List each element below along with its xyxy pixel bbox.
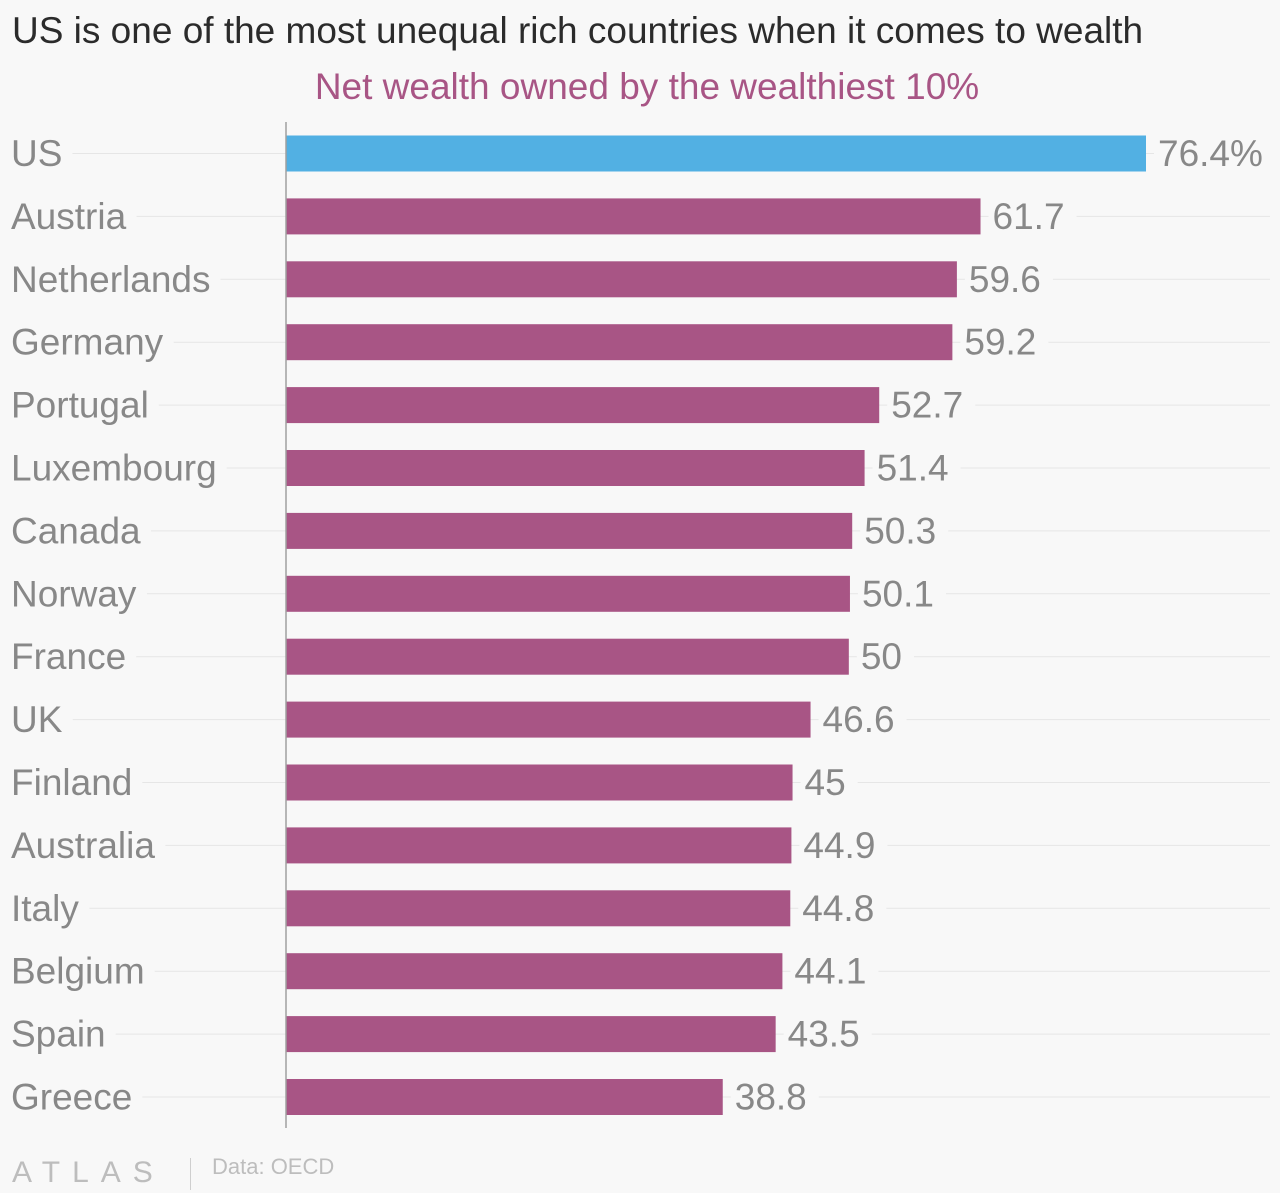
category-label: Luxembourg [11,448,217,489]
category-label: Portugal [11,385,149,426]
category-label: Belgium [11,951,145,992]
value-label: 59.6 [969,259,1041,300]
category-label: Netherlands [11,259,211,300]
value-label-backdrop [960,338,1049,347]
category-label-backdrop [9,904,90,913]
category-label-backdrop [9,401,159,410]
category-label-backdrop [9,589,147,598]
bar-canada [286,512,853,549]
value-label: 50 [861,636,902,677]
category-label: Greece [11,1077,132,1118]
category-label-backdrop [9,149,73,158]
category-label-backdrop [9,526,152,535]
bar-uk [286,701,811,738]
value-label-backdrop [730,1093,819,1101]
value-label: 50.3 [864,510,936,551]
bar-germany [286,324,953,361]
value-label: 50.1 [862,573,934,614]
bar-spain [286,1016,776,1053]
bar-france [286,638,849,675]
category-label-backdrop [9,1030,116,1039]
value-label-backdrop [799,841,888,850]
category-label-backdrop [9,715,73,724]
category-label: Austria [11,196,127,237]
category-label: US [11,133,62,174]
chart-subtitle: Net wealth owned by the wealthiest 10% [314,66,980,107]
value-label: 61.7 [993,196,1065,237]
value-label-backdrop [790,967,879,976]
bar-belgium [286,953,783,990]
category-label: Spain [11,1014,106,1055]
value-label: 38.8 [735,1077,807,1118]
category-label-backdrop [9,967,155,976]
value-label: 44.9 [803,825,875,866]
bar-norway [286,575,850,612]
value-label-backdrop [800,778,858,787]
bar-portugal [286,387,880,424]
value-label-backdrop [856,652,914,661]
bar-australia [286,827,792,864]
bar-us [286,135,1146,172]
value-label-backdrop [988,212,1077,221]
bar-luxembourg [286,450,865,486]
bar-finland [286,764,793,801]
bar-greece [286,1079,723,1115]
value-label-backdrop [887,401,976,410]
bars [286,135,1146,1115]
bar-austria [286,198,981,235]
category-label: France [11,636,126,677]
category-label-backdrop [9,841,166,850]
value-label: 44.8 [802,888,874,929]
category-label: Germany [11,322,164,363]
category-label: Finland [11,762,132,803]
category-label-backdrop [9,275,221,284]
atlas-logo: ATLAS [12,1156,165,1189]
value-label: 43.5 [788,1014,860,1055]
value-label: 45 [805,762,846,803]
value-label-backdrop [964,275,1053,284]
category-label-backdrop [9,212,137,221]
value-label-backdrop [818,715,907,724]
category-label-backdrop [9,778,143,787]
bar-netherlands [286,261,957,298]
value-label: 44.1 [794,951,866,992]
value-label: 46.6 [823,699,895,740]
value-label: 52.7 [891,385,963,426]
category-label-backdrop [9,338,174,347]
category-label: Italy [11,888,79,929]
value-label-backdrop [1154,149,1275,158]
category-label-backdrop [9,652,137,661]
data-source: Data: OECD [212,1154,335,1179]
chart-title: US is one of the most unequal rich count… [12,10,1144,51]
value-label-backdrop [860,526,949,535]
bar-chart: US 76.4% Austria 61.7 Netherlands 59.6 Germany… [9,122,1275,1128]
category-label-backdrop [9,1093,143,1101]
category-label: Canada [11,510,141,551]
value-label-backdrop [783,1030,872,1039]
bar-italy [286,890,791,927]
value-label: 59.2 [964,322,1036,363]
value-label-backdrop [798,904,887,913]
category-label: Australia [11,825,155,866]
value-label: 51.4 [877,448,949,489]
value-label: 76.4% [1158,133,1263,174]
category-label: Norway [11,573,137,614]
category-label: UK [11,699,63,740]
labels: US 76.4% Austria 61.7 Netherlands 59.6 Germany… [9,133,1275,1118]
value-label-backdrop [857,589,946,598]
footer-divider [190,1158,191,1190]
value-label-backdrop [872,464,961,472]
category-label-backdrop [9,464,227,472]
